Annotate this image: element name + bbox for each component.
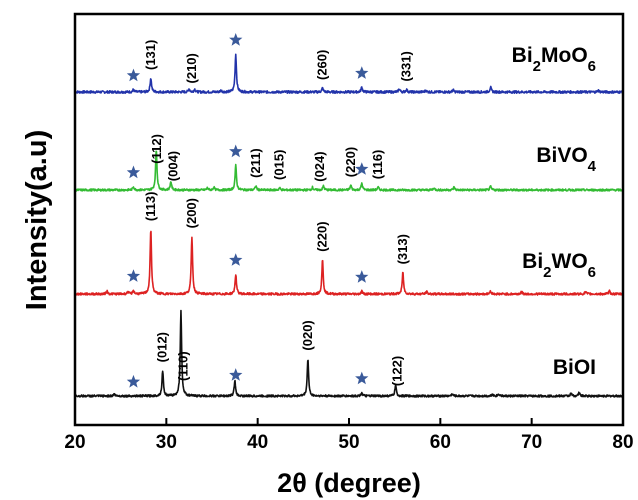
x-tick-label: 70 bbox=[521, 432, 542, 453]
phase-star-marker bbox=[126, 165, 141, 179]
x-axis-title: 2θ (degree) bbox=[277, 468, 421, 498]
x-tick-label: 60 bbox=[430, 432, 451, 453]
peak-label: (116) bbox=[370, 150, 385, 180]
phase-star-marker bbox=[126, 68, 141, 82]
peak-label: (020) bbox=[300, 320, 315, 350]
y-axis-title: Intensity(a.u) bbox=[21, 130, 53, 310]
phase-star-marker bbox=[126, 374, 141, 388]
phase-star-marker bbox=[229, 144, 243, 158]
phase-star-marker bbox=[229, 33, 243, 46]
series-name: Bi2MoO6 bbox=[512, 44, 596, 75]
peak-label: (331) bbox=[399, 51, 414, 81]
peak-label: (211) bbox=[248, 148, 263, 178]
peak-label: (210) bbox=[184, 53, 199, 83]
phase-star-marker bbox=[355, 371, 369, 385]
peak-label: (112) bbox=[149, 134, 164, 164]
series-line-1 bbox=[74, 53, 624, 94]
peak-label: (220) bbox=[343, 147, 358, 177]
phase-star-marker bbox=[355, 270, 369, 283]
series-line-3 bbox=[74, 230, 624, 296]
peak-label: (110) bbox=[176, 351, 191, 381]
peak-label: (260) bbox=[315, 50, 330, 80]
phase-star-marker bbox=[229, 253, 243, 266]
series-name: BiOI bbox=[553, 356, 596, 379]
series-name: Bi2WO6 bbox=[522, 250, 596, 281]
peak-label: (200) bbox=[184, 198, 199, 228]
series-name: BiVO4 bbox=[536, 144, 596, 175]
x-tick-label: 50 bbox=[338, 432, 359, 453]
peak-label: (004) bbox=[166, 151, 181, 181]
x-tick-label: 20 bbox=[64, 432, 85, 453]
peak-label: (131) bbox=[143, 40, 158, 70]
traces-layer bbox=[74, 53, 624, 398]
phase-star-marker bbox=[126, 269, 141, 282]
peak-label: (012) bbox=[155, 332, 170, 362]
series-line-4 bbox=[74, 309, 624, 398]
peak-label: (313) bbox=[395, 234, 410, 264]
peak-label: (220) bbox=[315, 221, 330, 251]
phase-star-marker bbox=[355, 162, 369, 175]
peak-label: (113) bbox=[143, 192, 158, 222]
phase-star-marker bbox=[355, 66, 369, 79]
series-line-2 bbox=[74, 150, 624, 192]
peak-label: (122) bbox=[389, 356, 404, 386]
x-axis: 20 30 40 50 60 70 80 bbox=[64, 418, 634, 453]
x-tick-label: 40 bbox=[247, 432, 268, 453]
x-tick-label: 80 bbox=[612, 432, 633, 453]
peak-label: (024) bbox=[312, 151, 327, 181]
peak-label: (015) bbox=[272, 150, 287, 180]
annotations-layer: (131) (210) (260) (331) Bi2MoO6 (112)(004) (21… bbox=[126, 33, 597, 388]
phase-star-marker bbox=[229, 368, 243, 381]
x-tick-label: 30 bbox=[156, 432, 177, 453]
